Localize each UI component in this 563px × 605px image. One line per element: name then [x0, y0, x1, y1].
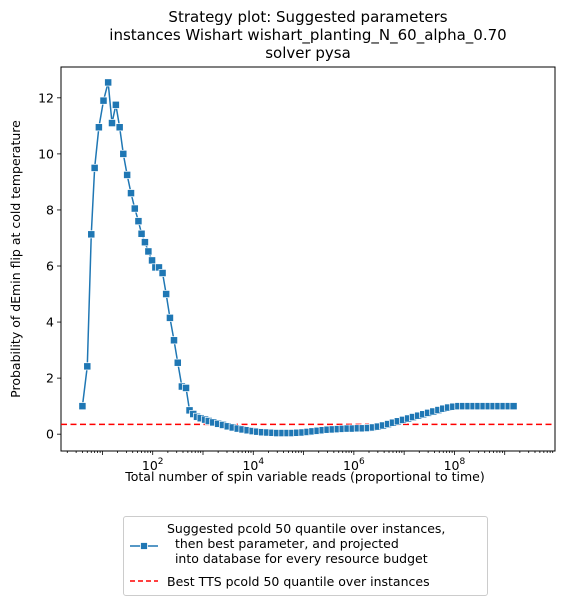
x-tick-label: 102 — [142, 457, 164, 473]
series-lines — [81, 82, 514, 434]
data-point-marker — [140, 238, 149, 247]
data-point-marker — [123, 170, 132, 179]
y-axis-label: Probability of dEmin flip at cold temper… — [8, 120, 23, 398]
data-point-marker — [162, 290, 171, 298]
data-point-marker — [182, 383, 190, 392]
y-tick-label: 10 — [38, 146, 54, 161]
y-axis-ticks: 0 2 4 6 8 10 12 — [38, 90, 61, 442]
y-tick-label: 0 — [46, 427, 54, 442]
x-tick-label: 106 — [343, 457, 365, 473]
legend: Suggested pcold 50 quantile over instanc… — [123, 516, 488, 596]
x-tick-label: 104 — [242, 457, 264, 473]
x-tick-label: 108 — [444, 457, 466, 473]
chart-title-line-1: Strategy plot: Suggested parameters — [168, 8, 448, 26]
data-point-marker — [130, 204, 139, 213]
series-line-0 — [81, 82, 514, 434]
data-point-marker — [127, 189, 135, 198]
data-point-marker — [99, 96, 108, 105]
data-point-marker — [111, 100, 120, 109]
data-point-marker — [165, 313, 174, 322]
data-point-marker — [137, 229, 146, 238]
y-tick-label: 2 — [46, 371, 54, 386]
data-point-marker — [115, 123, 124, 132]
data-point-marker — [509, 402, 518, 411]
series-markers — [78, 78, 518, 438]
x-axis-ticks: 102 104 106 108 — [66, 451, 554, 473]
data-point-marker — [87, 230, 96, 239]
chart-title-line-3: solver pysa — [265, 44, 351, 62]
y-tick-label: 4 — [46, 315, 54, 330]
data-point-marker — [144, 247, 153, 256]
legend-series-label: Suggested pcold 50 quantile over instanc… — [167, 521, 446, 566]
plot-area-frame — [60, 66, 556, 452]
data-point-marker — [78, 402, 87, 411]
data-point-marker — [134, 217, 143, 226]
data-point-marker — [94, 123, 103, 132]
y-tick-label: 8 — [46, 202, 54, 217]
data-point-marker — [170, 336, 178, 345]
data-point-marker — [90, 163, 99, 172]
legend-reference-label: Best TTS pcold 50 quantile over instance… — [167, 574, 430, 589]
legend-series-marker-swatch — [140, 542, 148, 550]
chart-title-line-2: instances Wishart wishart_planting_N_60_… — [109, 26, 507, 44]
y-tick-label: 6 — [46, 259, 54, 274]
data-point-marker — [83, 362, 92, 371]
data-point-marker — [148, 256, 156, 265]
data-point-marker — [173, 358, 182, 367]
y-tick-label: 12 — [38, 90, 54, 105]
data-point-marker — [104, 78, 113, 87]
data-point-marker — [108, 119, 116, 128]
data-point-marker — [119, 149, 128, 158]
data-point-marker — [158, 269, 167, 277]
x-axis-label: Total number of spin variable reads (pro… — [124, 469, 485, 484]
legend-symbols — [130, 542, 158, 582]
